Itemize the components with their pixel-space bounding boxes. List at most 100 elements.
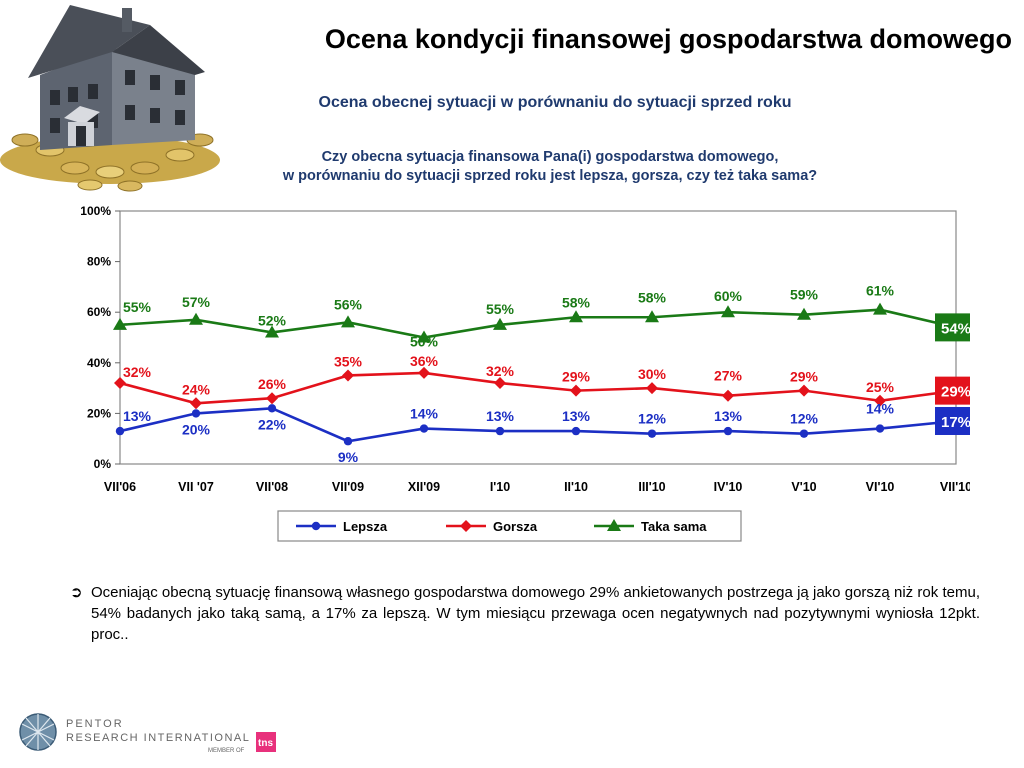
data-point: [723, 426, 733, 436]
page-subtitle: Ocena obecnej sytuacji w porównaniu do s…: [318, 94, 792, 111]
data-point: [798, 384, 810, 397]
data-label: 13%: [562, 408, 591, 424]
final-label-box: [935, 313, 970, 342]
y-tick-label: 60%: [87, 305, 111, 319]
bullet-arrow-icon: ➲: [70, 584, 83, 601]
pentor-logo: PENTOR RESEARCH INTERNATIONAL MEMBER OF …: [19, 713, 276, 754]
data-label: 50%: [410, 334, 439, 350]
data-label: 13%: [123, 408, 152, 424]
data-point: [797, 307, 811, 320]
data-point: [569, 310, 583, 323]
data-label: 56%: [334, 296, 363, 312]
y-tick-label: 80%: [87, 255, 111, 269]
tns-logo-box: [256, 732, 276, 752]
data-point: [799, 429, 809, 438]
data-label: 12%: [790, 411, 819, 427]
x-tick-label: VII'09: [332, 480, 364, 494]
x-tick-label: VII'06: [104, 480, 136, 494]
data-label: 20%: [182, 421, 211, 437]
data-point: [190, 397, 202, 410]
data-point: [191, 409, 201, 418]
data-label: 60%: [714, 288, 743, 304]
data-label: 30%: [638, 366, 667, 382]
data-point: [114, 377, 126, 390]
data-label: 57%: [182, 294, 211, 310]
data-point: [494, 377, 506, 390]
data-point: [721, 305, 735, 318]
data-label: 35%: [334, 353, 363, 369]
legend-label: Gorsza: [493, 519, 538, 534]
data-point: [493, 317, 507, 330]
y-tick-label: 20%: [87, 406, 111, 420]
x-tick-label: VII'10: [940, 480, 970, 494]
series-line: [119, 308, 957, 339]
data-point: [341, 315, 355, 328]
legend-marker: [607, 519, 621, 531]
x-tick-label: V'10: [791, 480, 816, 494]
data-label: 26%: [258, 376, 287, 392]
data-label: 13%: [486, 408, 515, 424]
data-label: 29%: [790, 369, 819, 385]
data-label: 36%: [410, 353, 439, 369]
data-point: [342, 369, 354, 382]
data-label: 59%: [790, 287, 819, 303]
data-point: [113, 317, 127, 330]
data-point: [343, 437, 353, 446]
x-tick-label: III'10: [638, 480, 665, 494]
data-point: [419, 424, 429, 433]
final-label-box: [935, 376, 970, 405]
data-label: 24%: [182, 381, 211, 397]
y-tick-label: 40%: [87, 356, 111, 370]
x-tick-label: I'10: [490, 480, 510, 494]
survey-question-line1: Czy obecna sytuacja finansowa Pana(i) go…: [321, 149, 779, 165]
data-label: 52%: [258, 312, 287, 328]
x-tick-label: II'10: [564, 480, 588, 494]
data-label: 58%: [638, 289, 667, 305]
series-line: [119, 407, 957, 443]
line-chart: 0% 20% 40% 60% 80% 100% VII'06 VII '07 VII'08 VII…: [80, 204, 970, 542]
data-label: 22%: [258, 416, 287, 432]
data-label: 58%: [562, 294, 591, 310]
data-label: 9%: [338, 449, 359, 465]
legend-marker: [311, 521, 321, 531]
comment-block: ➲ Oceniając obecną sytuację finansową wł…: [70, 582, 980, 645]
plot-area: [119, 210, 957, 465]
x-tick-label: VII '07: [178, 480, 214, 494]
legend-marker: [460, 520, 472, 532]
x-tick-label: VI'10: [866, 480, 895, 494]
logo-line1: PENTOR: [66, 718, 124, 730]
x-tick-label: XII'09: [408, 480, 440, 494]
y-tick-label: 100%: [80, 204, 111, 218]
data-label: 25%: [866, 379, 895, 395]
x-tick-label: IV'10: [714, 480, 743, 494]
survey-question-line2: w porównaniu do sytuacji sprzed roku jes…: [282, 168, 818, 184]
data-point: [115, 426, 125, 436]
data-point: [266, 392, 278, 405]
logo-member-of: MEMBER OF: [208, 748, 245, 754]
data-label: 13%: [714, 408, 743, 424]
x-tick-label: VII'08: [256, 480, 288, 494]
tns-logo-text: tns: [258, 738, 273, 749]
data-point: [874, 394, 886, 407]
legend-label: Taka sama: [641, 519, 707, 534]
data-point: [418, 366, 430, 379]
logo-line2: RESEARCH INTERNATIONAL: [66, 732, 250, 744]
data-label: 14%: [866, 401, 895, 417]
final-data-label: 54%: [941, 320, 970, 337]
house-illustration: [0, 5, 220, 192]
data-point: [570, 384, 582, 397]
page-title: Ocena kondycji finansowej gospodarstwa d…: [324, 24, 1012, 54]
data-label: 61%: [866, 283, 895, 299]
y-tick-label: 0%: [94, 457, 112, 471]
data-label: 55%: [486, 301, 515, 317]
data-label: 55%: [123, 299, 152, 315]
data-point: [646, 382, 658, 395]
data-label: 29%: [562, 369, 591, 385]
data-point: [571, 426, 581, 436]
data-point: [495, 426, 505, 436]
comment-text: Oceniając obecną sytuację finansową włas…: [91, 584, 980, 643]
data-point: [417, 330, 431, 343]
data-label: 32%: [486, 363, 515, 379]
data-point: [875, 424, 885, 433]
data-label: 32%: [123, 364, 152, 380]
